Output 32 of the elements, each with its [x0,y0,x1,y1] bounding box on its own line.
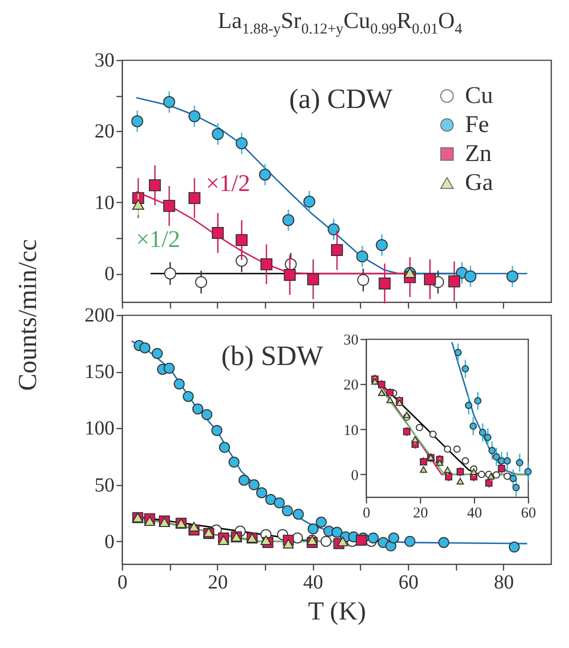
x-tick-label: 80 [494,572,514,594]
x-tick-label: 40 [303,572,324,594]
x-tick-label: 20 [208,572,228,594]
x-tick-label: 60 [398,572,418,594]
y-tick-label: 30 [94,50,114,72]
legend-label: Zn [465,141,492,167]
y-tick-label: 20 [344,378,358,394]
y-tick-label: 0 [104,263,114,286]
legend-label: Fe [465,112,489,138]
y-axis-title: Counts/min/cc [13,238,43,393]
y-tick-label: 10 [94,192,114,214]
annotation: (a) CDW [289,84,394,115]
y-tick-label: 100 [84,418,114,440]
y-tick-label: 20 [94,120,114,143]
y-tick-label: 30 [344,332,358,348]
x-tick-label: 0 [362,506,370,522]
x-tick-label: 20 [413,506,428,522]
annotation: (b) SDW [221,341,324,372]
y-tick-label: 0 [351,468,358,484]
y-tick-label: 10 [344,422,358,439]
legend-label: Cu [465,83,494,109]
chart-title: La$_{1.88-y}$Sr$_{0.12+y}$Cu$_{0.99}$R$_{0.01}$O$_{4}$ [218,8,462,38]
x-tick-label: 40 [467,506,482,522]
legend-label: Ga [465,170,494,196]
annotation: ×1/2 [206,171,250,197]
x-axis-title: T (K) [308,596,366,626]
x-tick-label: 60 [521,506,536,522]
annotation: ×1/2 [136,227,180,253]
y-tick-label: 50 [94,474,114,496]
y-tick-label: 0 [104,530,114,553]
y-tick-label: 200 [84,304,114,326]
y-tick-label: 150 [84,361,114,384]
